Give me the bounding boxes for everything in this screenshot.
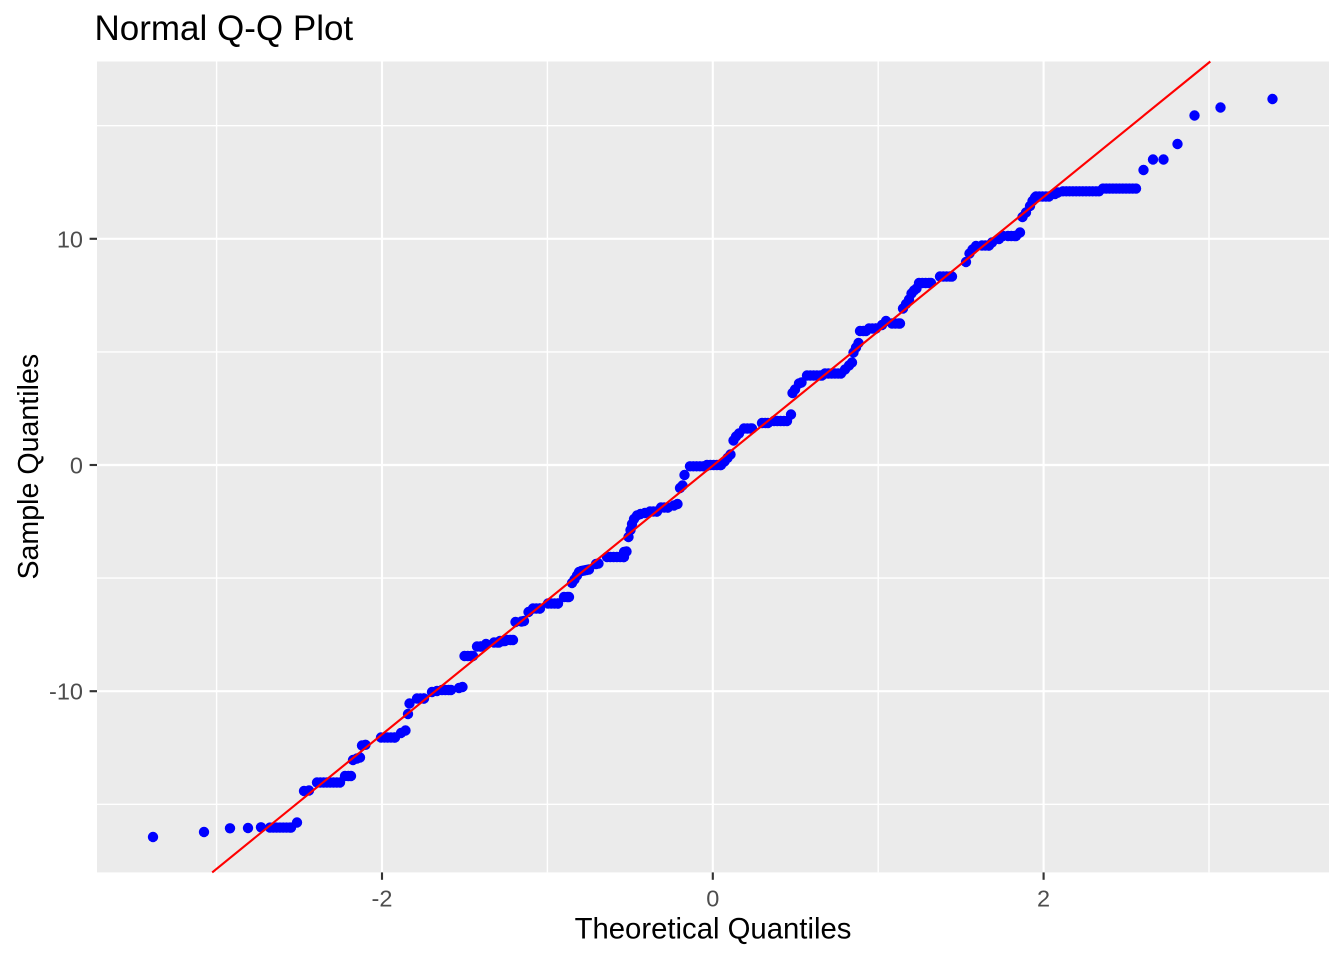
svg-text:0: 0 (70, 453, 83, 479)
svg-text:-2: -2 (372, 886, 393, 912)
svg-text:Theoretical Quantiles: Theoretical Quantiles (575, 913, 852, 946)
svg-text:Sample Quantiles: Sample Quantiles (13, 354, 45, 580)
svg-text:2: 2 (1037, 886, 1050, 912)
svg-text:Normal Q-Q Plot: Normal Q-Q Plot (95, 9, 354, 48)
svg-text:10: 10 (57, 226, 83, 252)
svg-text:-10: -10 (49, 679, 83, 705)
svg-text:0: 0 (706, 886, 719, 912)
